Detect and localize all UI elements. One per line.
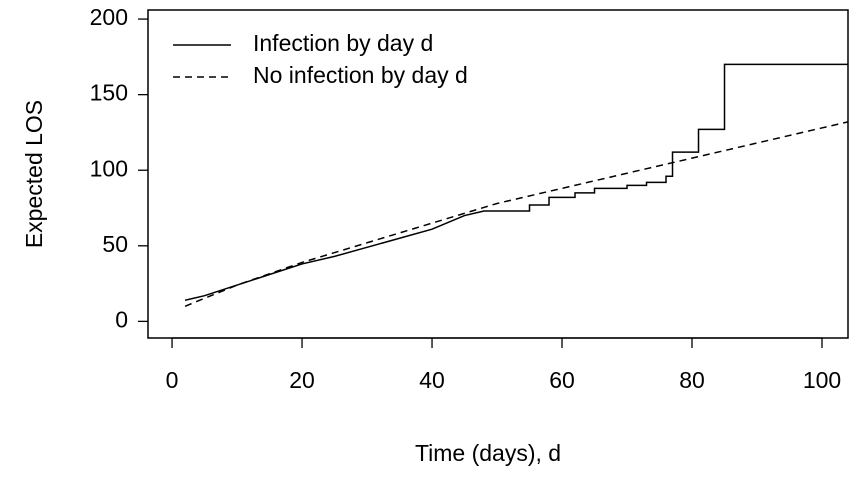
plot-box — [147, 9, 849, 339]
y-tick-label: 200 — [90, 4, 128, 30]
x-axis-label: Time (days), d — [415, 440, 561, 466]
x-tick-label: 20 — [289, 367, 315, 393]
series-line — [184, 121, 849, 307]
y-tick-label: 100 — [90, 155, 128, 181]
y-axis-label: Expected LOS — [21, 100, 47, 248]
y-tick-label: 50 — [102, 231, 128, 257]
y-tick-label: 150 — [90, 80, 128, 106]
y-tick-label: 0 — [115, 306, 128, 332]
legend-label: No infection by day d — [253, 62, 468, 88]
x-tick-label: 80 — [679, 367, 705, 393]
x-tick-label: 40 — [419, 367, 445, 393]
x-tick-label: 60 — [549, 367, 575, 393]
legend-label: Infection by day d — [253, 30, 433, 56]
series-line — [184, 63, 848, 301]
x-tick-label: 100 — [803, 367, 841, 393]
x-tick-label: 0 — [166, 367, 179, 393]
